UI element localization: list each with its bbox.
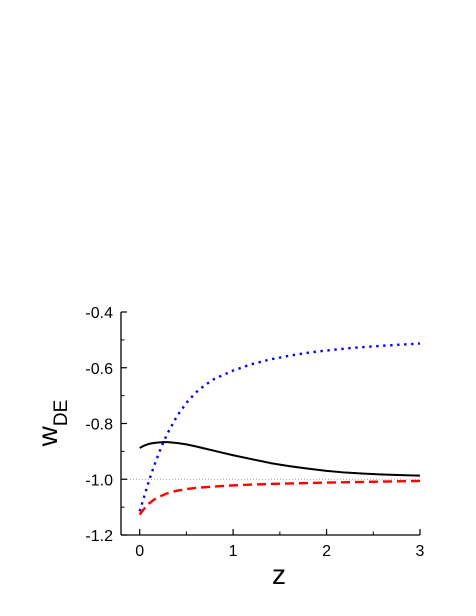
axis-ticks <box>121 311 421 536</box>
series-group <box>138 342 421 516</box>
tick-labels: -1.2 -1.0 -0.8 -0.6 -0.4 0 1 2 3 <box>85 305 424 560</box>
y-axis-title-sub: DE <box>51 400 72 426</box>
x-tick-label: 1 <box>229 543 238 560</box>
y-axis-title-main: w <box>32 425 63 447</box>
x-axis-title: z <box>272 559 286 590</box>
y-tick-label: -0.8 <box>85 417 113 434</box>
plot-area: -1.2 -1.0 -0.8 -0.6 -0.4 0 1 2 3 <box>85 305 424 560</box>
series-line-dotted-3 <box>138 342 421 512</box>
y-tick-label: -0.4 <box>85 305 113 322</box>
y-axis-title: wDE <box>32 400 72 448</box>
x-tick-label: 3 <box>416 543 425 560</box>
x-tick-label: 0 <box>135 543 144 560</box>
svg-text:wDE: wDE <box>32 400 72 448</box>
series-line-solid-1 <box>139 441 421 477</box>
y-tick-label: -0.6 <box>85 361 113 378</box>
y-tick-label: -1.0 <box>85 472 113 489</box>
x-tick-label: 2 <box>322 543 331 560</box>
y-tick-label: -1.2 <box>85 528 113 545</box>
series-line-dashed-2 <box>138 479 421 516</box>
